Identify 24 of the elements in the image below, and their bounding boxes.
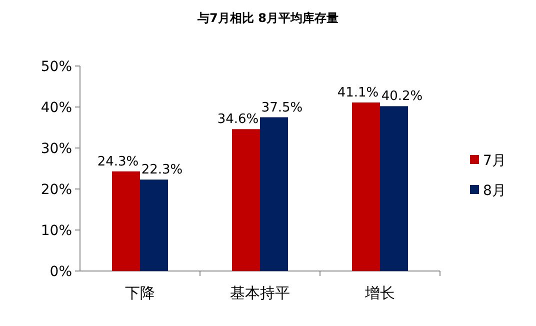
bar [352, 102, 380, 271]
data-label: 24.3% [97, 154, 139, 170]
y-tick-label: 50% [40, 59, 72, 75]
bar [140, 180, 168, 271]
bar [232, 129, 260, 271]
legend-label: 7月 [483, 153, 506, 169]
y-tick-label: 40% [40, 100, 72, 116]
x-tick-label: 基本持平 [230, 284, 290, 302]
x-tick-label: 增长 [364, 284, 395, 302]
bar [112, 171, 140, 271]
data-label: 37.5% [261, 100, 303, 116]
y-tick-label: 20% [40, 182, 72, 198]
data-label: 40.2% [381, 89, 423, 104]
data-label: 34.6% [217, 112, 259, 128]
y-tick-label: 0% [50, 264, 72, 280]
y-tick-label: 10% [40, 223, 72, 239]
data-label: 22.3% [141, 162, 183, 178]
data-label: 41.1% [337, 85, 379, 100]
bar [380, 106, 408, 271]
y-tick-label: 30% [40, 141, 72, 157]
x-tick-label: 下降 [125, 284, 155, 302]
legend-label: 8月 [483, 183, 506, 199]
chart-title: 与7月相比 8月平均库存量 [196, 11, 338, 25]
bar [260, 117, 288, 271]
